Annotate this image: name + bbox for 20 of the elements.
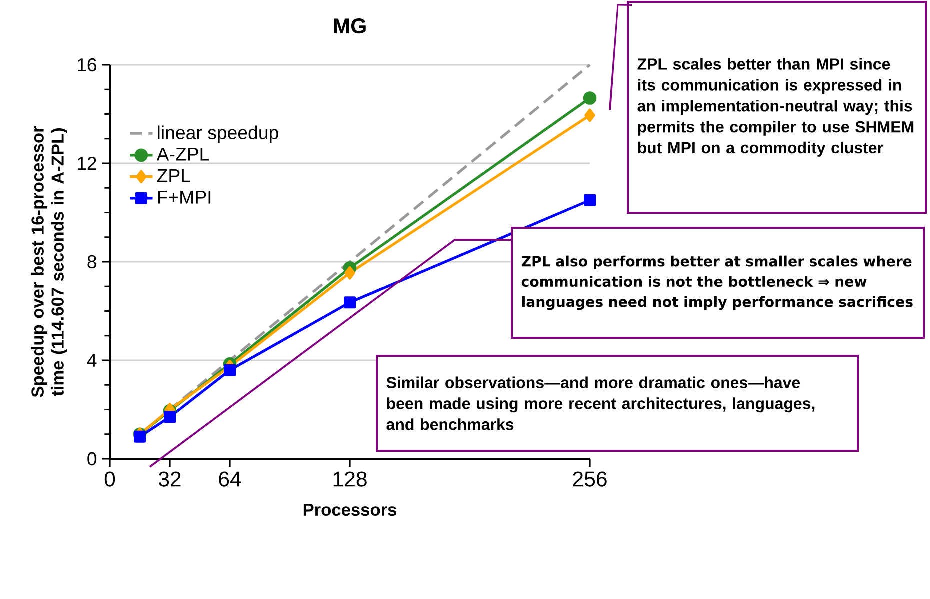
legend-label: ZPL [157,169,190,182]
y-tick-label: 16 [78,58,96,72]
legend-label: A-ZPL [156,148,210,161]
annotation: ZPL also performs better at smaller scales where communication is not the bottleneck ⇒ new languages need not imply performance sacrifices [522,256,913,310]
x-tick-label: 128 [334,472,367,487]
y-tick-label: 4 [87,354,97,367]
y-tick-label: 0 [88,452,97,466]
x-axis-title: Processors [304,504,396,516]
x-tick-label: 32 [158,472,181,487]
y-axis-title: Speedup over best 16-processor time (114.607 seconds in A-ZPL) [31,126,68,398]
y-tick-label: 12 [78,156,96,170]
chart-title: MG [334,18,366,34]
x-tick-label: 256 [573,472,607,487]
legend-label: linear speedup [158,126,278,144]
x-tick-label: 64 [219,472,242,487]
legend-label: F+MPI [158,190,211,204]
y-tick-label: 8 [88,255,96,269]
x-tick-label: 0 [104,472,116,487]
text: ZPL scales better than MPI since its communication is expressed in an implementation-neutral way; this permits the compiler to use SHMEM but MPI on a commodity cluster [638,58,914,157]
annotation: Similar observations—and more dramatic ones—have been made using more recent architectures, languages, and benchmarks [386,376,815,430]
